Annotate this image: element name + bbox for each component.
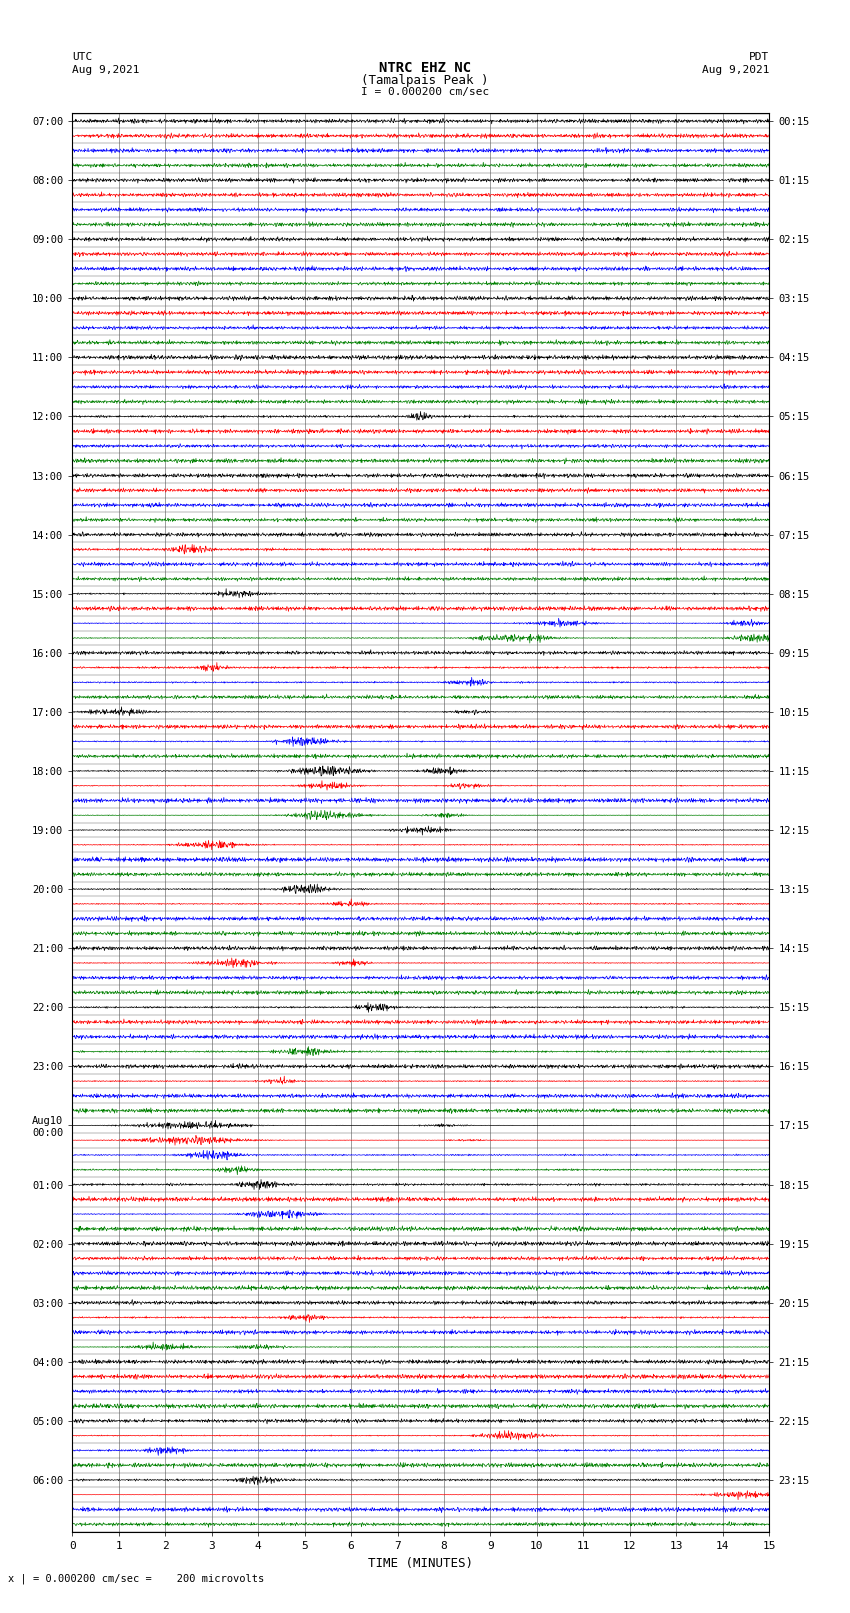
- Text: Aug 9,2021: Aug 9,2021: [702, 65, 769, 74]
- Text: NTRC EHZ NC: NTRC EHZ NC: [379, 61, 471, 76]
- X-axis label: TIME (MINUTES): TIME (MINUTES): [368, 1557, 473, 1569]
- Text: UTC: UTC: [72, 52, 93, 61]
- Text: Aug 9,2021: Aug 9,2021: [72, 65, 139, 74]
- Text: I = 0.000200 cm/sec: I = 0.000200 cm/sec: [361, 87, 489, 97]
- Text: PDT: PDT: [749, 52, 769, 61]
- Text: x | = 0.000200 cm/sec =    200 microvolts: x | = 0.000200 cm/sec = 200 microvolts: [8, 1573, 264, 1584]
- Text: (Tamalpais Peak ): (Tamalpais Peak ): [361, 74, 489, 87]
